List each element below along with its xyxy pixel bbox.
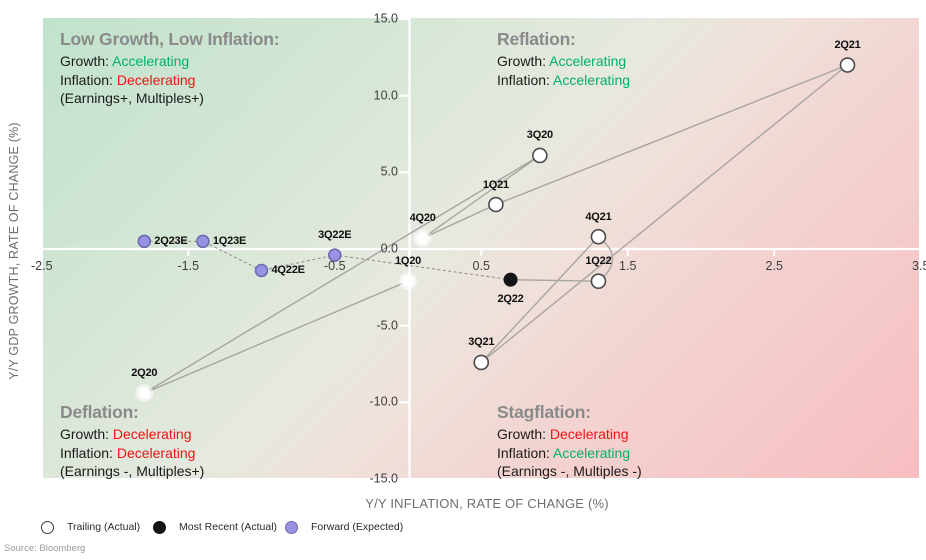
point-label-1Q22: 1Q22 xyxy=(585,255,612,268)
x-tick-label--2.5: -2.5 xyxy=(30,259,53,273)
quadrant-text-line: Growth: Decelerating xyxy=(497,426,629,442)
quadrant-text-line: Growth: Accelerating xyxy=(497,53,627,69)
quadrant-text-line: Inflation: Accelerating xyxy=(497,71,631,88)
point-label-4Q22E: 4Q22E xyxy=(271,264,305,277)
quadrant-label-deflation: Deflation: Growth: Decelerating Inflation:… xyxy=(60,402,204,481)
legend-item-trailing-white-circle: Trailing (Actual) xyxy=(41,520,140,534)
y-tick-label-15.0: 15.0 xyxy=(373,11,398,26)
quadrant-title: Stagflation: xyxy=(497,402,591,422)
point-label-1Q21: 1Q21 xyxy=(482,178,509,191)
trailing-white-circle-icon xyxy=(41,520,54,534)
point-label-2Q20: 2Q20 xyxy=(131,367,158,380)
y-tick-label--10.0: -10.0 xyxy=(369,394,399,409)
x-tick-label-2.5: 2.5 xyxy=(765,259,783,273)
point-label-3Q20: 3Q20 xyxy=(526,129,553,142)
legend-item-forward-purple-circle: Forward (Expected) xyxy=(285,520,403,534)
quadrant-text-line: Growth: Accelerating xyxy=(60,53,190,69)
source-note: Source: Bloomberg xyxy=(4,543,86,554)
x-tick-label-3.5: 3.5 xyxy=(912,259,926,273)
point-label-2Q23E: 2Q23E xyxy=(154,235,188,248)
y-axis-title: Y/Y GDP GROWTH, RATE OF CHANGE (%) xyxy=(7,122,21,380)
legend-item-most-recent-black-circle: Most Recent (Actual) xyxy=(153,520,277,534)
x-tick-label--1.5: -1.5 xyxy=(177,259,200,273)
most-recent-black-circle-icon xyxy=(153,520,166,534)
quadrant-text-line: (Earnings -, Multiples+) xyxy=(60,463,205,480)
quadrant-title: Low Growth, Low Inflation: xyxy=(60,29,280,49)
legend-label: Most Recent (Actual) xyxy=(179,521,278,533)
y-tick-label--5.0: -5.0 xyxy=(376,318,398,333)
point-label-2Q21: 2Q21 xyxy=(834,39,861,52)
y-tick-label--15.0: -15.0 xyxy=(369,471,399,486)
quadrant-label-low-growth-low-inflation: Low Growth, Low Inflation: Growth: Accele… xyxy=(60,29,280,108)
quadrant-label-stagflation: Stagflation: Growth: Decelerating Inflatio… xyxy=(497,402,642,481)
y-tick-label-0.0: 0.0 xyxy=(380,241,398,256)
quadrant-title: Deflation: xyxy=(60,402,139,422)
quadrant-text-line: (Earnings -, Multiples -) xyxy=(497,463,642,480)
legend-label: Forward (Expected) xyxy=(311,521,404,533)
x-axis-title: Y/Y INFLATION, RATE OF CHANGE (%) xyxy=(365,496,609,511)
point-label-4Q21: 4Q21 xyxy=(585,210,612,223)
y-tick-label-10.0: 10.0 xyxy=(373,88,398,103)
quadrant-text-line: Growth: Decelerating xyxy=(60,426,192,442)
point-label-3Q22E: 3Q22E xyxy=(318,229,352,242)
y-tick-label-5.0: 5.0 xyxy=(380,164,398,179)
point-label-2Q22: 2Q22 xyxy=(497,292,524,305)
quadrant-text-line: (Earnings+, Multiples+) xyxy=(60,90,204,107)
x-tick-label-1.5: 1.5 xyxy=(619,259,637,273)
point-label-1Q20: 1Q20 xyxy=(394,255,422,268)
quadrant-text-line: Inflation: Decelerating xyxy=(60,71,196,88)
x-tick-label--0.5: -0.5 xyxy=(323,259,346,273)
quadrant-text-line: Inflation: Accelerating xyxy=(497,444,631,461)
point-label-3Q21: 3Q21 xyxy=(468,336,495,349)
quadrant-title: Reflation: xyxy=(497,29,576,49)
quadrant-label-reflation: Reflation: Growth: Accelerating Inflation:… xyxy=(497,29,630,89)
x-tick-label-0.5: 0.5 xyxy=(472,259,490,273)
point-label-4Q20: 4Q20 xyxy=(409,212,436,225)
quadrant-text-line: Inflation: Decelerating xyxy=(60,444,196,461)
forward-purple-circle-icon xyxy=(285,520,298,534)
legend-label: Trailing (Actual) xyxy=(67,521,141,533)
point-label-1Q23E: 1Q23E xyxy=(212,235,247,248)
